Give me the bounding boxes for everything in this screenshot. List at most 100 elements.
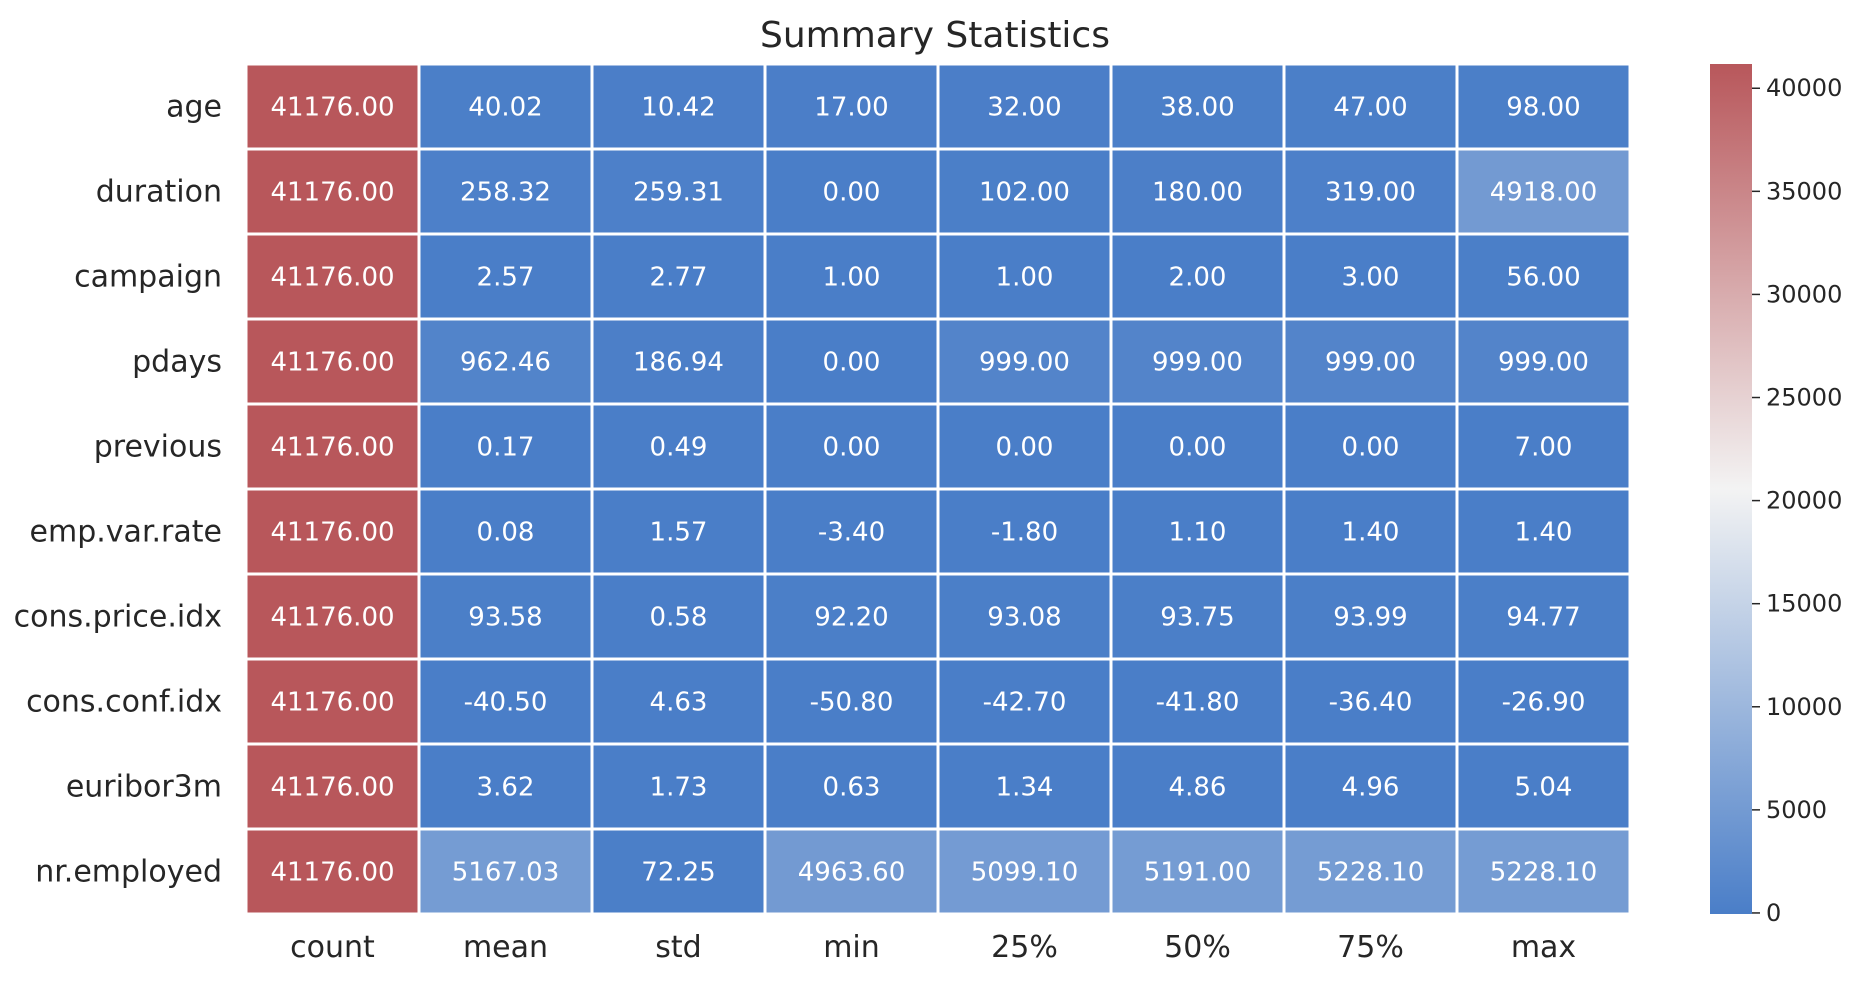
heatmap-cell — [590, 317, 767, 406]
cell-value-label: 3.62 — [477, 773, 535, 803]
cell-value-label: 41176.00 — [270, 688, 394, 718]
cell-value-label: 0.00 — [1169, 433, 1227, 463]
cell-value-label: 56.00 — [1506, 263, 1580, 293]
cell-value-label: 92.20 — [814, 603, 888, 633]
heatmap-cell — [417, 147, 594, 236]
cell-value-label: 4963.60 — [798, 858, 906, 888]
cell-value-label: 1.73 — [650, 773, 708, 803]
cell-value-label: 41176.00 — [270, 348, 394, 378]
column-label: max — [1511, 930, 1576, 965]
heatmap-cell — [417, 572, 594, 661]
cell-value-label: 186.94 — [633, 348, 724, 378]
cell-value-label: 1.57 — [650, 518, 708, 548]
cell-value-label: 319.00 — [1325, 178, 1416, 208]
cell-value-label: 5167.03 — [452, 858, 560, 888]
heatmap-cell — [590, 827, 767, 916]
column-label: 25% — [991, 930, 1058, 965]
cell-value-label: -41.80 — [1156, 688, 1240, 718]
colorbar-tick-label: 20000 — [1766, 487, 1842, 515]
cell-value-label: 962.46 — [460, 348, 551, 378]
cell-value-label: 2.77 — [650, 263, 708, 293]
column-label: mean — [463, 930, 548, 965]
cell-value-label: 5.04 — [1515, 773, 1573, 803]
heatmap-cell — [936, 317, 1113, 406]
heatmap-cell — [936, 742, 1113, 831]
cell-value-label: 4.86 — [1169, 773, 1227, 803]
row-label: emp.var.rate — [30, 515, 222, 550]
cell-value-label: 5099.10 — [971, 858, 1079, 888]
heatmap-cell — [1282, 232, 1459, 321]
heatmap-cell — [1455, 657, 1632, 746]
heatmap-cell — [590, 657, 767, 746]
cell-value-label: 10.42 — [641, 93, 715, 123]
cell-value-label: 93.99 — [1333, 603, 1407, 633]
cell-value-label: 5228.10 — [1490, 858, 1598, 888]
cell-value-label: 0.49 — [650, 433, 708, 463]
column-label: 75% — [1337, 930, 1404, 965]
cell-value-label: 999.00 — [1325, 348, 1416, 378]
cell-value-label: -26.90 — [1502, 688, 1586, 718]
heatmap-cell — [1455, 62, 1632, 151]
cell-value-label: 47.00 — [1333, 93, 1407, 123]
cell-value-label: 41176.00 — [270, 603, 394, 633]
cell-value-label: 999.00 — [1152, 348, 1243, 378]
cell-value-label: 41176.00 — [270, 433, 394, 463]
colorbar-tick-label: 5000 — [1766, 796, 1827, 824]
heatmap-cell — [1455, 572, 1632, 661]
cell-value-label: 102.00 — [979, 178, 1070, 208]
cell-value-label: -1.80 — [991, 518, 1058, 548]
colorbar-tick-label: 35000 — [1766, 177, 1842, 205]
colorbar: 0 5000 10000 15000 20000 25000 30000 35000 40000 — [1710, 64, 1842, 927]
heatmap-cell — [1282, 317, 1459, 406]
row-label: cons.conf.idx — [26, 685, 222, 720]
colorbar-tick-label: 15000 — [1766, 590, 1842, 618]
cell-value-label: 0.63 — [823, 773, 881, 803]
heatmap-cell — [1109, 572, 1286, 661]
cell-value-label: 32.00 — [987, 93, 1061, 123]
heatmap-cell — [244, 62, 421, 151]
cell-value-label: 3.00 — [1342, 263, 1400, 293]
cell-value-label: 93.75 — [1160, 603, 1234, 633]
column-label: 50% — [1164, 930, 1231, 965]
heatmap-cell — [936, 232, 1113, 321]
heatmap-cell — [1282, 487, 1459, 576]
cell-value-label: 999.00 — [979, 348, 1070, 378]
cell-value-label: 259.31 — [633, 178, 724, 208]
heatmap-cell — [763, 147, 940, 236]
heatmap-cell — [763, 827, 940, 916]
column-labels: count mean std min 25% 50% 75% max — [290, 930, 1576, 965]
cell-value-label: 41176.00 — [270, 178, 394, 208]
row-label: previous — [94, 430, 222, 465]
row-label: duration — [96, 175, 222, 210]
heatmap-cell — [244, 827, 421, 916]
cell-value-label: 40.02 — [468, 93, 542, 123]
cell-value-label: 5191.00 — [1144, 858, 1252, 888]
cell-value-label: -50.80 — [810, 688, 894, 718]
heatmap-cell — [936, 487, 1113, 576]
column-label: std — [655, 930, 701, 965]
cell-value-label: 1.34 — [996, 773, 1054, 803]
heatmap-cell — [763, 317, 940, 406]
cell-value-label: 5228.10 — [1317, 858, 1425, 888]
cell-value-label: 258.32 — [460, 178, 551, 208]
heatmap-cell — [1455, 827, 1632, 916]
cell-value-label: 41176.00 — [270, 858, 394, 888]
cell-value-label: 7.00 — [1515, 433, 1573, 463]
heatmap-cell — [1455, 742, 1632, 831]
heatmap-cell — [1109, 827, 1286, 916]
cell-value-label: -42.70 — [983, 688, 1067, 718]
heatmap-cell — [590, 742, 767, 831]
cell-value-label: 41176.00 — [270, 773, 394, 803]
heatmap-cells: 41176.00 40.02 10.42 17.00 32.00 38.00 47.00 98… — [244, 62, 1632, 916]
heatmap-cell — [763, 402, 940, 491]
cell-value-label: 72.25 — [641, 858, 715, 888]
colorbar-tick-label: 25000 — [1766, 384, 1842, 412]
colorbar-tick-label: 30000 — [1766, 280, 1842, 308]
colorbar-ticks: 0 5000 10000 15000 20000 25000 30000 35000 40000 — [1752, 74, 1842, 927]
heatmap-cell — [1455, 402, 1632, 491]
heatmap-cell — [763, 742, 940, 831]
cell-value-label: 2.57 — [477, 263, 535, 293]
colorbar-tick-label: 10000 — [1766, 693, 1842, 721]
heatmap-cell — [417, 487, 594, 576]
